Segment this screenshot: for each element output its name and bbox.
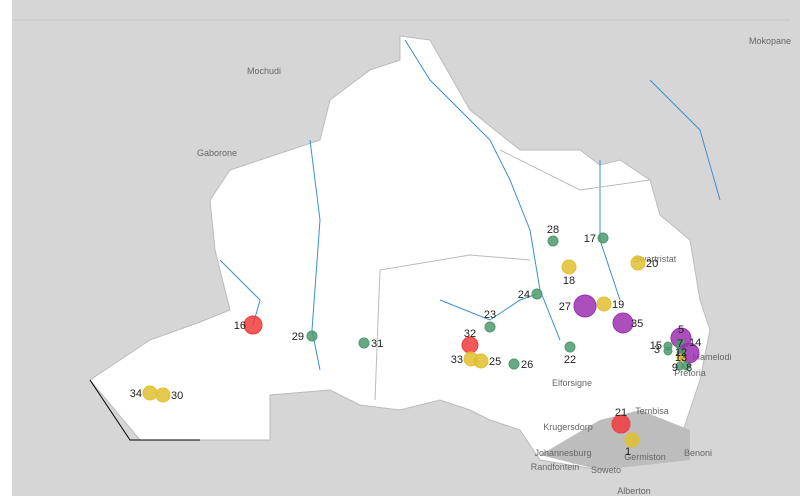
site-marker — [597, 232, 609, 244]
site-marker — [243, 315, 263, 335]
site-marker — [306, 330, 318, 342]
place-label: Alberton — [617, 486, 651, 496]
site-label: 22 — [564, 354, 576, 366]
site-marker — [630, 255, 646, 271]
site-label: 14 — [689, 337, 701, 349]
site-label: 28 — [547, 224, 559, 236]
site-marker — [573, 294, 597, 318]
site-marker — [624, 432, 640, 448]
site-marker — [531, 288, 543, 300]
site-label: 21 — [615, 407, 627, 419]
site-label: 16 — [234, 320, 246, 332]
site-label: 31 — [371, 338, 383, 350]
place-label: Mokopane — [749, 36, 791, 46]
site-marker — [142, 385, 158, 401]
site-label: 19 — [612, 299, 624, 311]
place-label: Benoni — [684, 448, 712, 458]
place-label: Johannesburg — [534, 448, 591, 458]
site-label: 29 — [292, 331, 304, 343]
site-label: 25 — [489, 356, 501, 368]
site-marker — [564, 341, 576, 353]
site-label: 34 — [130, 388, 142, 400]
site-label: 13 — [675, 352, 687, 364]
place-labels: Mokopane Mochudi Gaborone Swartristat Mamelo… — [197, 36, 791, 496]
place-label: Pretoria — [674, 368, 706, 378]
site-marker — [611, 414, 631, 434]
site-marker — [155, 387, 171, 403]
site-label: 33 — [451, 354, 463, 366]
place-label: Randfontein — [531, 462, 580, 472]
frame — [0, 0, 12, 496]
place-label: Mochudi — [247, 66, 281, 76]
site-label: 8 — [686, 362, 692, 374]
site-marker — [508, 358, 520, 370]
sites: 1 16 17 18 19 20 21 22 23 24 25 26 27 28 29 30 31 32 33 34 3… — [130, 224, 702, 458]
site-label: 18 — [563, 275, 575, 287]
site-label: 24 — [518, 289, 530, 301]
site-label: 3 — [654, 344, 660, 356]
place-label: Krugersdorp — [543, 422, 593, 432]
site-marker — [547, 235, 559, 247]
site-marker — [596, 296, 612, 312]
place-label: Gaborone — [197, 148, 237, 158]
site-label: 35 — [631, 318, 643, 330]
site-label: 20 — [646, 258, 658, 270]
site-label: 7 — [677, 338, 683, 350]
site-marker — [612, 312, 634, 334]
site-marker — [484, 321, 496, 333]
site-marker — [463, 351, 479, 367]
site-marker — [681, 361, 691, 371]
site-label: 12 — [675, 347, 687, 359]
site-marker — [358, 337, 370, 349]
site-marker — [561, 259, 577, 275]
place-label: Soweto — [591, 465, 621, 475]
catchment — [89, 35, 711, 471]
site-label: 26 — [521, 359, 533, 371]
site-label: 27 — [559, 301, 571, 313]
boundary-line — [89, 379, 200, 441]
site-marker — [663, 346, 673, 356]
place-label: Tembisa — [635, 406, 669, 416]
site-label: 5 — [678, 324, 684, 336]
site-label: 30 — [171, 390, 183, 402]
place-label: Mamelodi — [692, 352, 731, 362]
place-label: Elforsigne — [552, 378, 592, 388]
site-label: 9 — [672, 362, 678, 374]
urban-area — [540, 410, 690, 470]
roads — [374, 149, 651, 401]
site-label: 23 — [484, 309, 496, 321]
site-label: 15 — [650, 340, 662, 352]
site-label: 17 — [584, 233, 596, 245]
site-label: 32 — [464, 328, 476, 340]
site-label: 1 — [625, 446, 631, 458]
place-label: Swartristat — [634, 254, 677, 264]
place-label: Germiston — [624, 452, 666, 462]
